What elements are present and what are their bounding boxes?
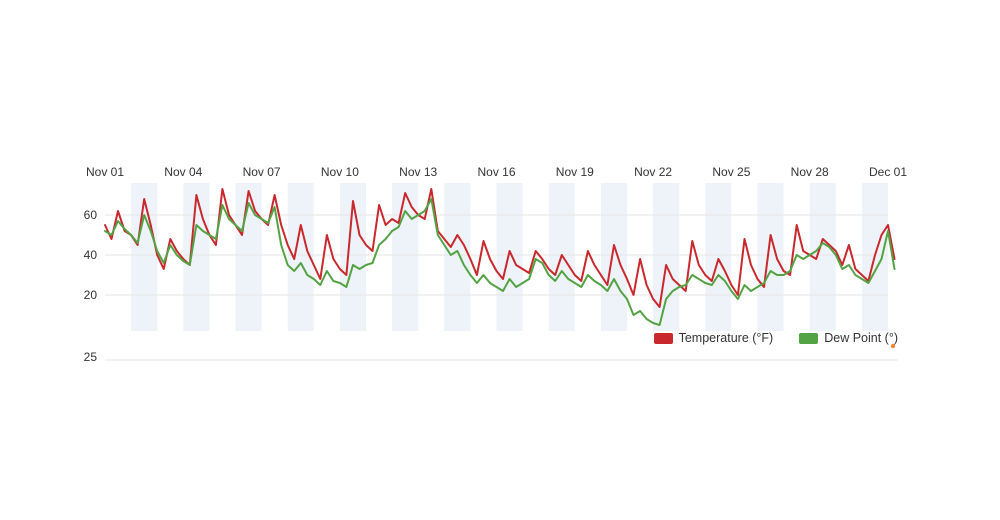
next-chart-y-label: 25: [84, 350, 98, 364]
x-axis-label: Nov 16: [477, 165, 515, 179]
y-axis-labels: 20 40 60: [84, 208, 98, 302]
series-lines: [104, 188, 896, 326]
x-axis-label: Nov 28: [791, 165, 829, 179]
x-axis-label: Nov 07: [243, 165, 281, 179]
next-chart-marker-dot: [890, 343, 896, 349]
y-axis-label: 60: [84, 208, 98, 222]
chart-legend: Temperature (°F) Dew Point (°): [653, 331, 898, 345]
dew-point-line: [104, 198, 896, 326]
y-axis-label: 40: [84, 248, 98, 262]
y-axis-label: 20: [84, 288, 98, 302]
legend-temperature[interactable]: Temperature (°F): [653, 331, 774, 345]
x-axis-labels: Nov 01 Nov 04 Nov 07 Nov 10 Nov 13 Nov 16 Nov …: [86, 165, 907, 179]
legend-temperature-label: Temperature (°F): [678, 331, 774, 345]
x-axis-label: Nov 22: [634, 165, 672, 179]
x-axis-label: Nov 25: [712, 165, 750, 179]
day-bands: [131, 183, 888, 331]
legend-dew-point-label: Dew Point (°): [824, 331, 898, 345]
dew-point-swatch-icon: [799, 332, 819, 344]
next-chart-fragment: 25: [84, 343, 898, 364]
temperature-swatch-icon: [653, 332, 673, 344]
x-axis-label: Nov 10: [321, 165, 359, 179]
x-axis-label: Nov 01: [86, 165, 124, 179]
legend-dew-point[interactable]: Dew Point (°): [799, 331, 898, 345]
x-axis-label: Nov 04: [164, 165, 202, 179]
x-axis-label: Nov 19: [556, 165, 594, 179]
x-axis-label: Dec 01: [869, 165, 907, 179]
y-gridlines: [105, 214, 888, 296]
x-axis-label: Nov 13: [399, 165, 437, 179]
